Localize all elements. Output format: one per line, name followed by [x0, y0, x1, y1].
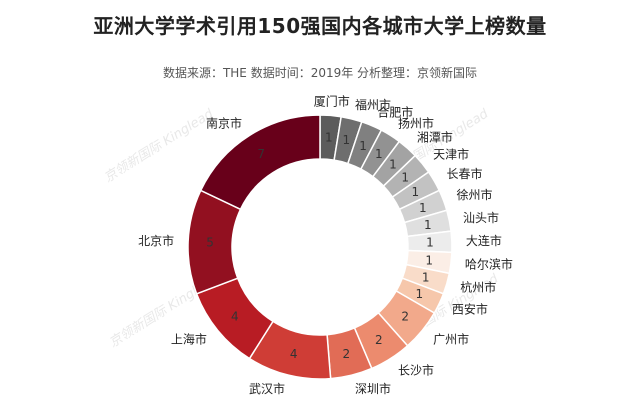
slice-value-label: 1 [416, 287, 424, 301]
slice-value-label: 1 [425, 253, 433, 267]
slice-value-label: 1 [419, 201, 427, 215]
slice-category-label: 武汉市 [249, 381, 285, 396]
slice-value-label: 2 [401, 310, 409, 324]
slice-value-label: 2 [375, 333, 383, 347]
slice-category-label: 长春市 [446, 166, 482, 181]
slice-value-label: 7 [257, 147, 265, 161]
slice-value-label: 5 [206, 236, 214, 250]
slice-value-label: 1 [401, 170, 409, 184]
slice-category-label: 杭州市 [460, 280, 496, 295]
slice-category-label: 深圳市 [355, 381, 391, 396]
slice-category-label: 湘潭市 [417, 130, 453, 145]
slice-value-label: 1 [359, 139, 367, 153]
slice-value-label: 1 [422, 271, 430, 285]
slice-category-label: 西安市 [452, 302, 488, 317]
slice-category-label: 汕头市 [463, 210, 499, 225]
slice-value-label: 1 [325, 130, 333, 144]
slice-category-label: 长沙市 [398, 362, 434, 377]
slice-category-label: 南京市 [206, 116, 242, 131]
slice-category-label: 天津市 [433, 147, 469, 162]
slice-value-label: 1 [343, 133, 351, 147]
slice-value-label: 1 [411, 185, 419, 199]
slice-value-label: 1 [389, 158, 397, 172]
donut-slice [199, 114, 321, 211]
slice-category-label: 北京市 [138, 233, 174, 248]
slice-value-label: 4 [231, 310, 239, 324]
slice-value-label: 1 [375, 147, 383, 161]
slice-category-label: 大连市 [466, 233, 502, 248]
slice-category-label: 哈尔滨市 [465, 257, 513, 272]
slice-category-label: 上海市 [171, 331, 207, 346]
slice-value-label: 2 [343, 347, 351, 361]
slice-value-label: 4 [290, 347, 298, 361]
slice-value-label: 1 [424, 218, 432, 232]
chart-title: 亚洲大学学术引用150强国内各城市大学上榜数量 [93, 14, 547, 38]
slice-category-label: 扬州市 [398, 116, 434, 131]
chart-subtitle: 数据来源：THE 数据时间：2019年 分析整理：京领新国际 [162, 66, 478, 80]
slice-category-label: 福州市 [355, 97, 391, 112]
slice-category-label: 厦门市 [314, 93, 350, 108]
slice-category-label: 合肥市 [377, 105, 413, 120]
slice-category-label: 徐州市 [457, 187, 493, 202]
slice-value-label: 1 [426, 236, 434, 250]
slice-category-label: 广州市 [433, 331, 469, 346]
